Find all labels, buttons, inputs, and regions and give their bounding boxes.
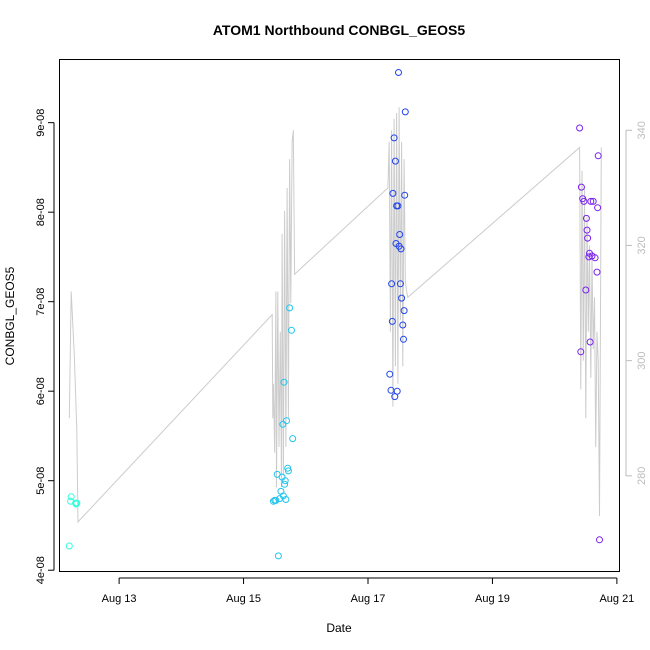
y-tick-label: 4e-08 [35, 556, 47, 584]
data-point [286, 304, 294, 312]
x-tick-label: Aug 15 [226, 593, 261, 605]
data-point [591, 254, 599, 262]
points-layer [65, 69, 603, 560]
data-point [577, 183, 585, 191]
data-point [580, 197, 588, 205]
data-point [400, 307, 408, 315]
data-point [577, 348, 585, 356]
data-point [596, 536, 603, 544]
data-point [390, 134, 398, 142]
data-point [284, 464, 292, 472]
data-point [396, 231, 404, 238]
y-tick-label: 6e-08 [35, 377, 47, 405]
data-point [73, 499, 81, 507]
data-point [67, 493, 75, 501]
y-axis-label: CONBGL_GEOS5 [3, 266, 17, 365]
secondary-line-layer [68, 107, 602, 524]
y2-tick-label: 340 [636, 121, 648, 139]
data-point [398, 294, 406, 302]
y-tick-label: 9e-08 [35, 109, 47, 137]
x-tick-label: Aug 17 [351, 593, 386, 605]
data-point [401, 191, 409, 199]
data-point [589, 197, 597, 205]
y-tick-label: 5e-08 [35, 467, 47, 495]
data-point [272, 496, 280, 504]
data-point [582, 286, 590, 294]
data-point [584, 234, 592, 242]
x-tick-label: Aug 19 [475, 593, 510, 605]
data-point [288, 326, 295, 334]
x-axis-label: Date [326, 621, 352, 635]
data-point [279, 420, 287, 428]
y2-tick-label: 320 [636, 236, 648, 254]
data-point [586, 338, 594, 346]
data-point [282, 496, 290, 503]
data-point [283, 417, 290, 425]
data-point [281, 480, 289, 488]
data-point [394, 202, 402, 210]
data-point [393, 387, 401, 395]
data-point [289, 435, 297, 443]
data-point [400, 335, 407, 343]
data-point [401, 108, 409, 116]
y-axis: 4e-08 5e-08 6e-08 7e-08 8e-08 9e-08 [35, 109, 55, 584]
data-point [397, 245, 405, 253]
plot-frame [59, 59, 620, 572]
data-point [389, 189, 397, 197]
y-tick-label: 7e-08 [35, 288, 47, 316]
x-axis: Aug 13 Aug 15 Aug 17 Aug 19 Aug 21 [102, 577, 634, 605]
secondary-series-line [68, 107, 602, 524]
data-point [399, 321, 407, 329]
data-point [587, 197, 595, 205]
data-point [583, 226, 591, 234]
x-tick-label: Aug 21 [599, 593, 634, 605]
data-point [281, 477, 289, 485]
x-tick-label: Aug 13 [102, 593, 137, 605]
data-point [391, 157, 399, 165]
data-point [396, 280, 404, 288]
data-point [274, 552, 282, 560]
data-point [284, 467, 292, 475]
data-point [576, 124, 584, 132]
y2-tick-label: 280 [636, 467, 648, 485]
data-point [582, 214, 590, 222]
y2-axis: 280 300 320 340 [625, 121, 648, 485]
data-point [593, 268, 601, 276]
data-point [395, 69, 402, 76]
data-point [388, 317, 396, 325]
data-point [594, 152, 602, 160]
y-tick-label: 8e-08 [35, 198, 47, 226]
data-point [65, 542, 73, 550]
y2-tick-label: 300 [636, 351, 648, 369]
data-point [280, 378, 288, 386]
chart-title: ATOM1 Northbound CONBGL_GEOS5 [213, 22, 465, 38]
data-point [386, 370, 394, 378]
data-point [388, 280, 396, 288]
data-point [594, 204, 602, 212]
